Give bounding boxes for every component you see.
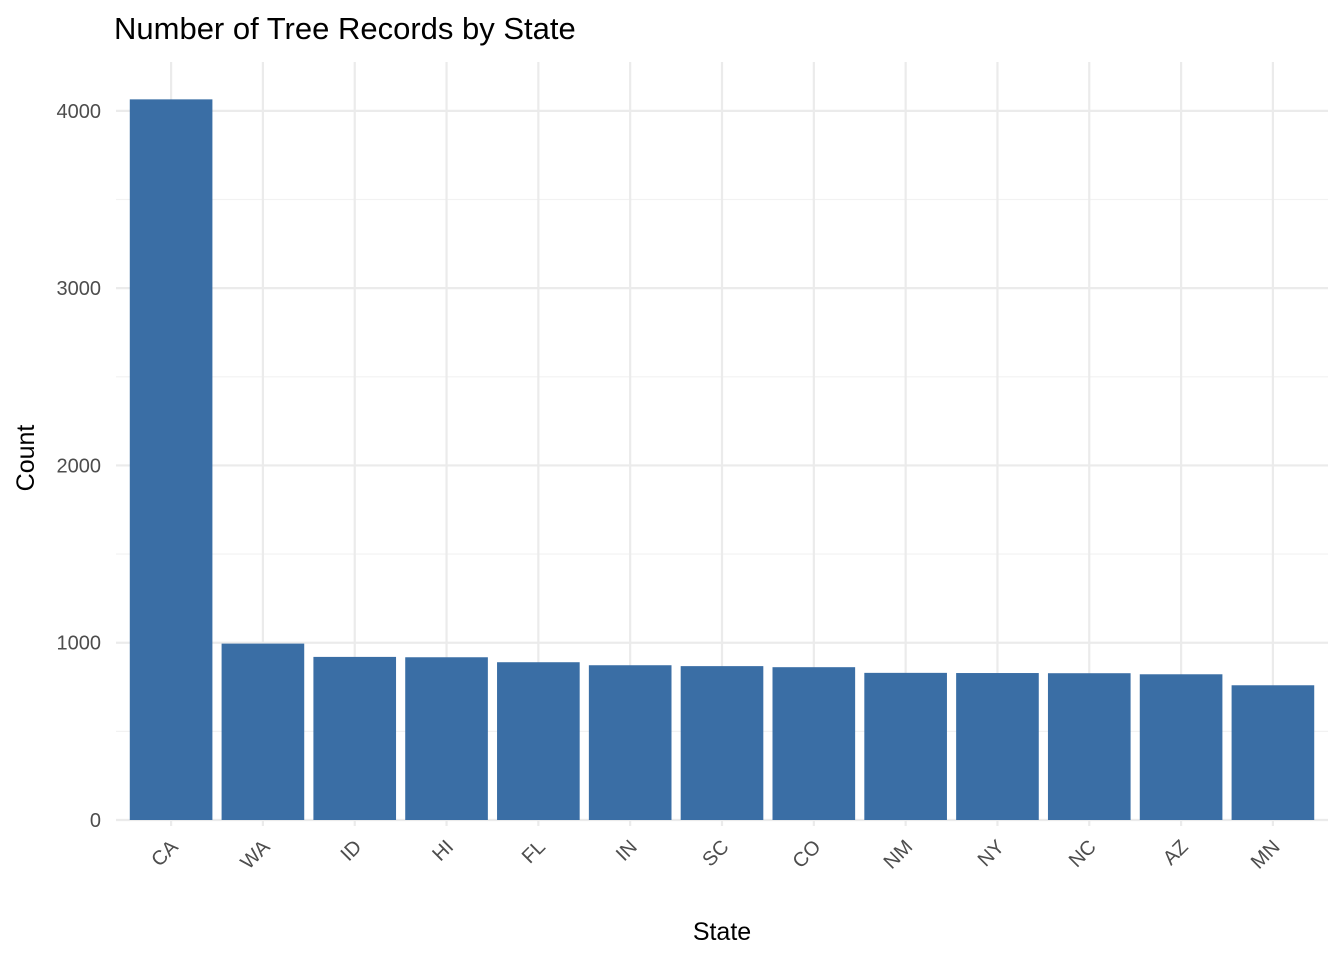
- bar-id: [313, 656, 397, 820]
- bar-wa: [221, 643, 305, 820]
- y-tick-label: 2000: [57, 455, 102, 477]
- x-tick-label: CO: [789, 836, 826, 873]
- x-tick-label: NY: [974, 836, 1009, 871]
- x-tick-label: HI: [428, 836, 458, 866]
- bar-sc: [680, 666, 764, 820]
- bar-in: [588, 665, 672, 820]
- bar-nc: [1047, 673, 1131, 820]
- bar-nm: [864, 672, 947, 820]
- y-tick-label: 4000: [57, 101, 102, 123]
- x-tick-label: FL: [518, 836, 550, 868]
- x-tick-label: IN: [612, 836, 642, 866]
- bar-fl: [497, 662, 580, 820]
- x-tick-label: MN: [1247, 836, 1285, 874]
- bar-ca: [129, 99, 213, 820]
- x-tick-label: WA: [237, 836, 275, 874]
- bar-hi: [405, 657, 488, 820]
- y-tick-label: 0: [90, 810, 101, 832]
- bars: [129, 99, 1315, 820]
- x-tick-label: CA: [147, 836, 183, 872]
- x-tick-label: NC: [1065, 836, 1101, 872]
- x-tick-labels: CA WA ID HI FL IN SC CO NM NY NC AZ MN: [147, 836, 1284, 874]
- chart-title: Number of Tree Records by State: [114, 11, 576, 46]
- x-tick-label: AZ: [1159, 836, 1193, 870]
- bar-ny: [956, 673, 1039, 820]
- y-tick-label: 3000: [57, 278, 102, 300]
- bar-mn: [1231, 685, 1315, 820]
- bar-az: [1139, 674, 1223, 820]
- x-tick-label: ID: [337, 836, 367, 866]
- x-tick-label: NM: [880, 836, 918, 874]
- x-axis-title: State: [693, 918, 751, 946]
- bar-co: [772, 667, 856, 820]
- y-axis-title: Count: [12, 425, 40, 492]
- y-tick-label: 1000: [57, 633, 102, 655]
- y-tick-labels: 0 1000 2000 3000 4000: [57, 101, 102, 832]
- x-tick-label: SC: [698, 836, 733, 871]
